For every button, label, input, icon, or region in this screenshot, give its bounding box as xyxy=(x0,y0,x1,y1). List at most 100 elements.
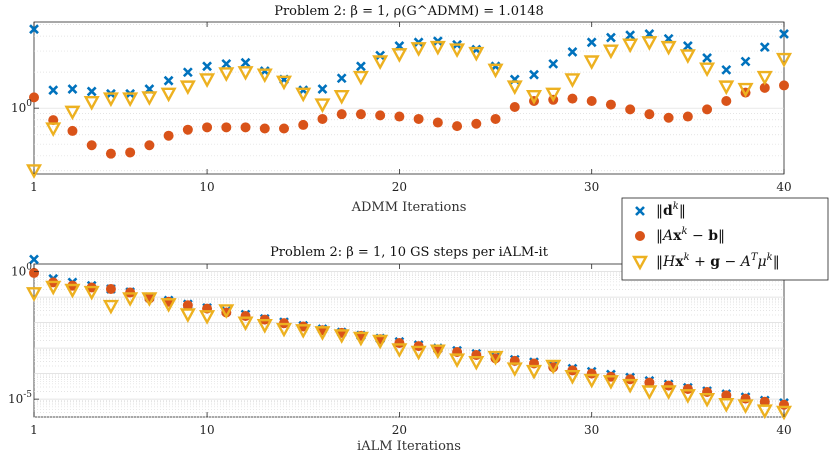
top-h-point xyxy=(256,68,273,84)
bottom-h-point xyxy=(141,292,158,307)
bottom-a-point xyxy=(721,390,732,401)
legend-label-d: ‖dk‖ xyxy=(656,201,686,219)
top-h-point xyxy=(295,87,312,103)
top-d-point xyxy=(759,42,770,53)
top-d-point xyxy=(606,32,616,43)
bottom-y-tick-label: 100 xyxy=(11,263,32,279)
top-h-point xyxy=(660,40,677,56)
top-h-point xyxy=(545,87,562,103)
top-h-point xyxy=(718,80,735,96)
bottom-h-point xyxy=(718,398,735,413)
top-d-point xyxy=(740,56,751,67)
top-h-point xyxy=(45,122,62,138)
top-d-point xyxy=(779,29,789,39)
top-gridlines xyxy=(34,24,784,172)
top-x-tick-label: 1 xyxy=(30,180,38,194)
top-a-point xyxy=(336,109,347,120)
top-h-point xyxy=(64,105,81,121)
top-a-point xyxy=(413,113,424,124)
top-a-point xyxy=(163,130,174,141)
bottom-h-point xyxy=(122,292,139,307)
top-a-point xyxy=(125,147,136,158)
top-d-point xyxy=(29,24,39,35)
top-chart-title: Problem 2: β = 1, ρ(G^ADMM) = 1.0148 xyxy=(274,4,544,19)
legend-box xyxy=(621,197,829,281)
top-d-point xyxy=(548,58,559,69)
top-d-point xyxy=(682,41,693,51)
bottom-h-point xyxy=(506,362,523,378)
bottom-h-point xyxy=(179,308,196,323)
top-d-point xyxy=(586,37,597,48)
top-d-point xyxy=(48,85,59,96)
bottom-h-point xyxy=(602,375,619,390)
top-a-point xyxy=(509,101,520,112)
top-h-point xyxy=(449,43,466,59)
bottom-h-point xyxy=(218,304,235,319)
top-d-point xyxy=(182,67,193,78)
top-h-point xyxy=(410,42,427,57)
bottom-h-point xyxy=(641,385,658,401)
bottom-h-point xyxy=(256,319,273,334)
top-h-point xyxy=(141,91,158,106)
top-h-point xyxy=(699,62,716,78)
top-a-point xyxy=(221,122,232,133)
bottom-h-point xyxy=(333,329,350,344)
legend-marker-d xyxy=(635,206,645,216)
bottom-a-point xyxy=(182,300,193,311)
top-d-point xyxy=(67,84,78,94)
top-a-point xyxy=(259,123,270,134)
top-h-point xyxy=(314,98,331,114)
bottom-h-point xyxy=(468,355,485,371)
bottom-h-point xyxy=(756,404,773,420)
top-d-point xyxy=(567,47,578,57)
top-h-point xyxy=(160,87,177,103)
top-x-tick-label: 20 xyxy=(392,180,407,194)
bottom-h-point xyxy=(83,285,100,301)
top-x-tick-label: 30 xyxy=(584,180,599,194)
top-h-point xyxy=(179,80,196,96)
top-subplot: 1 10 20 30 40 100 Problem 2: β = 1, ρ(G^ADMM)… xyxy=(11,4,793,215)
top-a-point xyxy=(394,111,405,122)
top-a-point xyxy=(452,121,463,132)
top-d-point xyxy=(336,73,347,84)
top-h-point xyxy=(641,36,658,51)
top-x-tick-label: 40 xyxy=(776,180,791,194)
top-a-point xyxy=(759,82,770,93)
legend-marker-a xyxy=(635,231,645,241)
bottom-h-point xyxy=(449,353,466,369)
top-h-point xyxy=(583,55,600,71)
top-a-point xyxy=(663,112,674,123)
bottom-h-point xyxy=(25,287,43,302)
top-a-point xyxy=(586,95,597,106)
top-h-point xyxy=(737,82,754,98)
top-h-point xyxy=(237,66,254,81)
top-a-point xyxy=(644,109,655,120)
legend-label-h: ‖Hxk + g − ATμk‖ xyxy=(656,252,780,270)
top-a-point xyxy=(605,99,616,110)
bottom-a-point xyxy=(29,267,39,278)
bottom-a-point xyxy=(779,399,789,410)
top-d-point xyxy=(202,61,212,72)
bottom-subplot: 1 10 20 30 40 100 10-5 Problem 2: β = 1, 10 GS… xyxy=(8,245,793,454)
top-plot-area xyxy=(33,21,785,175)
bottom-a-point xyxy=(702,387,713,398)
bottom-a-point xyxy=(740,393,751,404)
top-d-point xyxy=(625,30,636,41)
top-h-point xyxy=(122,92,139,108)
bottom-x-tick-label: 30 xyxy=(584,423,599,437)
top-h-point xyxy=(199,73,216,88)
bottom-h-point xyxy=(410,345,427,361)
bottom-h-point xyxy=(275,322,293,338)
bottom-a-point xyxy=(759,396,770,407)
top-h-point xyxy=(333,90,350,105)
top-a-point xyxy=(202,122,213,133)
top-d-point xyxy=(163,75,174,86)
top-d-point xyxy=(702,52,712,63)
bottom-h-point xyxy=(564,370,581,385)
bottom-h-point xyxy=(487,350,504,366)
top-h-point xyxy=(468,46,485,62)
legend-marker-h xyxy=(631,255,649,271)
top-d-point xyxy=(317,84,328,94)
top-h-point xyxy=(775,52,793,68)
